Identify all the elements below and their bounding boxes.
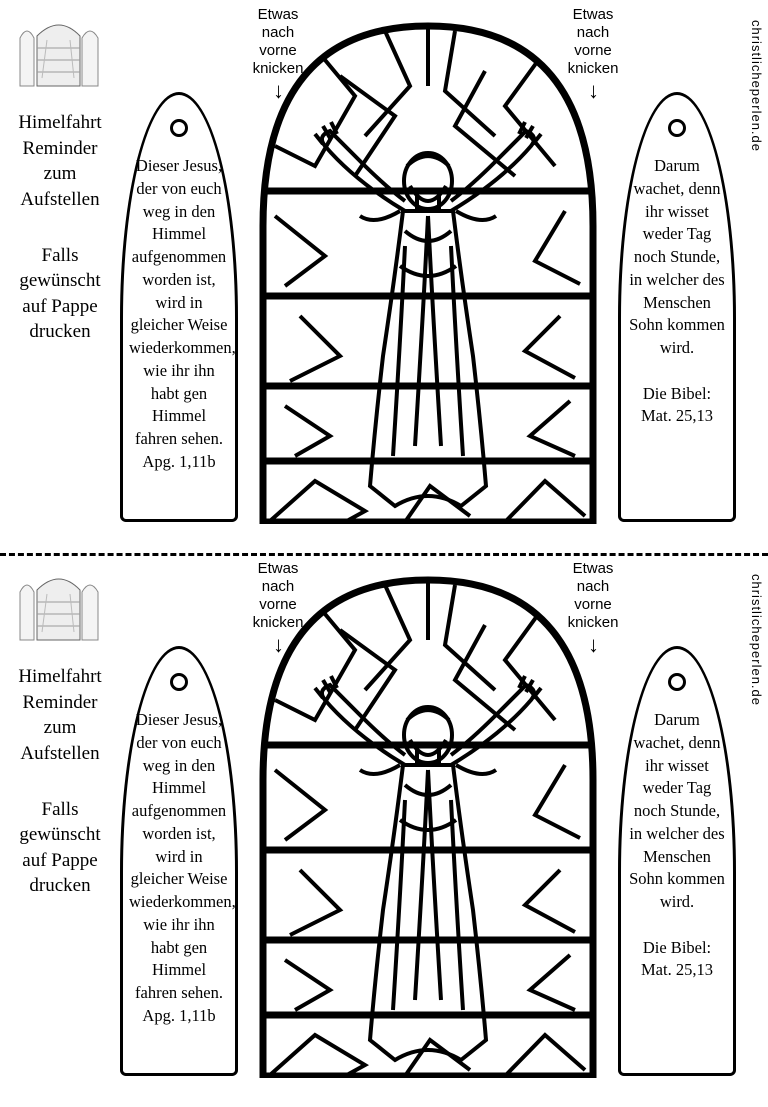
right-panel-text: Darum wachet, denn ihr wisset weder Tag … bbox=[627, 155, 727, 428]
thumbnail-preview bbox=[12, 18, 107, 93]
punch-hole-icon bbox=[170, 119, 188, 137]
instruction-title: Himelfahrt Reminder zum Aufstellen bbox=[6, 664, 114, 767]
source-url: christlicheperlen.de bbox=[749, 20, 764, 152]
craft-sheet-top: Himelfahrt Reminder zum Aufstellen Falls… bbox=[0, 0, 768, 553]
left-panel: Dieser Jesus, der von euch weg in den Hi… bbox=[120, 92, 238, 522]
thumbnail-preview bbox=[12, 572, 107, 647]
left-panel: Dieser Jesus, der von euch weg in den Hi… bbox=[120, 646, 238, 1076]
punch-hole-icon bbox=[170, 673, 188, 691]
instruction-note: Falls gewünscht auf Pappe drucken bbox=[6, 243, 114, 346]
craft-sheet-bottom: Himelfahrt Reminder zum Aufstellen Falls… bbox=[0, 554, 768, 1107]
instruction-text: Himelfahrt Reminder zum Aufstellen Falls… bbox=[6, 664, 114, 929]
right-panel: Darum wachet, denn ihr wisset weder Tag … bbox=[618, 646, 736, 1076]
left-panel-text: Dieser Jesus, der von euch weg in den Hi… bbox=[129, 155, 229, 474]
stained-glass-window bbox=[245, 570, 611, 1078]
right-panel-text: Darum wachet, denn ihr wisset weder Tag … bbox=[627, 709, 727, 982]
punch-hole-icon bbox=[668, 673, 686, 691]
left-panel-text: Dieser Jesus, der von euch weg in den Hi… bbox=[129, 709, 229, 1028]
source-url: christlicheperlen.de bbox=[749, 574, 764, 706]
instruction-text: Himelfahrt Reminder zum Aufstellen Falls… bbox=[6, 110, 114, 375]
instruction-title: Himelfahrt Reminder zum Aufstellen bbox=[6, 110, 114, 213]
instruction-note: Falls gewünscht auf Pappe drucken bbox=[6, 797, 114, 900]
punch-hole-icon bbox=[668, 119, 686, 137]
stained-glass-window bbox=[245, 16, 611, 524]
right-panel: Darum wachet, denn ihr wisset weder Tag … bbox=[618, 92, 736, 522]
